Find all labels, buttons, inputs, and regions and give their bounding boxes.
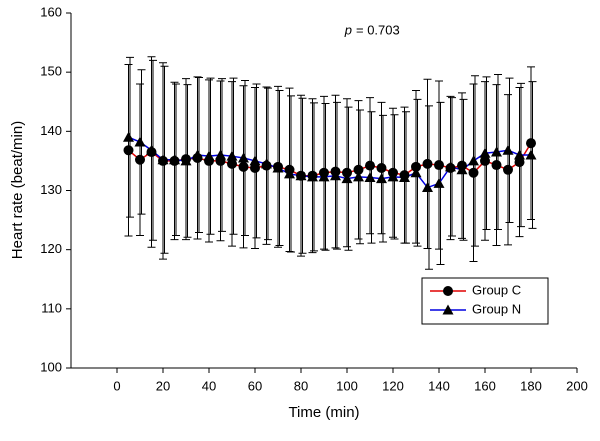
data-point xyxy=(192,149,203,160)
data-point xyxy=(526,138,536,149)
y-tick-label: 100 xyxy=(40,359,62,374)
data-point xyxy=(376,173,387,184)
data-point xyxy=(318,171,330,182)
y-tick-label: 160 xyxy=(40,4,62,19)
x-tick-label: 80 xyxy=(294,378,308,393)
data-point xyxy=(272,162,284,173)
y-tick-label: 130 xyxy=(40,182,62,197)
data-point xyxy=(330,170,341,181)
x-tick-label: 60 xyxy=(248,378,262,393)
data-point xyxy=(227,158,237,169)
x-tick-label: 40 xyxy=(202,378,216,393)
data-point xyxy=(341,173,353,184)
data-point xyxy=(411,161,421,172)
legend-label: Group C xyxy=(472,282,521,297)
x-tick-label: 200 xyxy=(566,378,588,393)
x-tick-label: 20 xyxy=(156,378,170,393)
y-tick-label: 150 xyxy=(40,64,62,79)
data-point xyxy=(353,164,364,175)
data-point xyxy=(491,146,502,157)
data-point xyxy=(410,167,422,178)
data-point xyxy=(123,145,134,156)
x-axis-label: Time (min) xyxy=(288,404,359,421)
data-point xyxy=(123,131,134,142)
x-tick-label: 0 xyxy=(113,378,120,393)
data-point xyxy=(468,167,479,178)
data-point xyxy=(422,182,433,193)
data-point xyxy=(525,149,537,160)
data-point xyxy=(157,154,169,165)
legend-box xyxy=(421,277,549,325)
y-axis-label: Heart rate (beat/min) xyxy=(9,121,26,259)
data-point xyxy=(342,167,352,178)
data-point xyxy=(203,150,215,161)
data-point xyxy=(376,163,387,174)
data-point xyxy=(238,161,249,172)
data-point xyxy=(134,136,146,147)
y-tick-label: 110 xyxy=(41,300,62,315)
data-point xyxy=(399,171,410,182)
legend-marker xyxy=(443,286,453,296)
data-point xyxy=(169,154,180,165)
x-tick-label: 120 xyxy=(382,378,404,393)
data-point xyxy=(180,155,192,166)
data-point xyxy=(365,160,375,171)
data-point xyxy=(295,170,307,181)
x-tick-label: 160 xyxy=(474,378,496,393)
data-point xyxy=(479,147,491,158)
data-point xyxy=(387,171,399,182)
data-point xyxy=(433,177,445,188)
y-tick-label: 140 xyxy=(40,123,62,138)
data-point xyxy=(434,160,444,171)
legend-label: Group N xyxy=(472,301,521,316)
data-point xyxy=(307,171,318,182)
data-point xyxy=(480,155,490,166)
data-point xyxy=(502,144,514,155)
data-point xyxy=(514,157,525,168)
data-point xyxy=(250,163,260,174)
data-point xyxy=(238,152,249,163)
data-point xyxy=(491,160,502,171)
data-point xyxy=(364,171,376,182)
legend-marker xyxy=(442,304,454,315)
data-point xyxy=(261,158,272,169)
data-point xyxy=(284,168,295,179)
x-tick-label: 100 xyxy=(336,378,358,393)
data-point xyxy=(226,150,238,161)
data-point xyxy=(215,149,226,160)
data-point xyxy=(468,155,479,166)
x-tick-label: 180 xyxy=(520,378,542,393)
annotation-symbol: p xyxy=(344,22,352,37)
x-tick-label: 140 xyxy=(428,378,450,393)
annotation-text: = 0.703 xyxy=(356,22,400,37)
data-point xyxy=(353,171,364,182)
data-point xyxy=(249,155,261,166)
data-point xyxy=(146,144,157,155)
data-point xyxy=(514,149,525,160)
data-point xyxy=(422,158,433,169)
y-tick-label: 120 xyxy=(40,241,62,256)
data-point xyxy=(445,161,456,172)
data-point xyxy=(456,164,468,175)
data-point xyxy=(135,154,145,165)
data-point xyxy=(503,164,513,175)
